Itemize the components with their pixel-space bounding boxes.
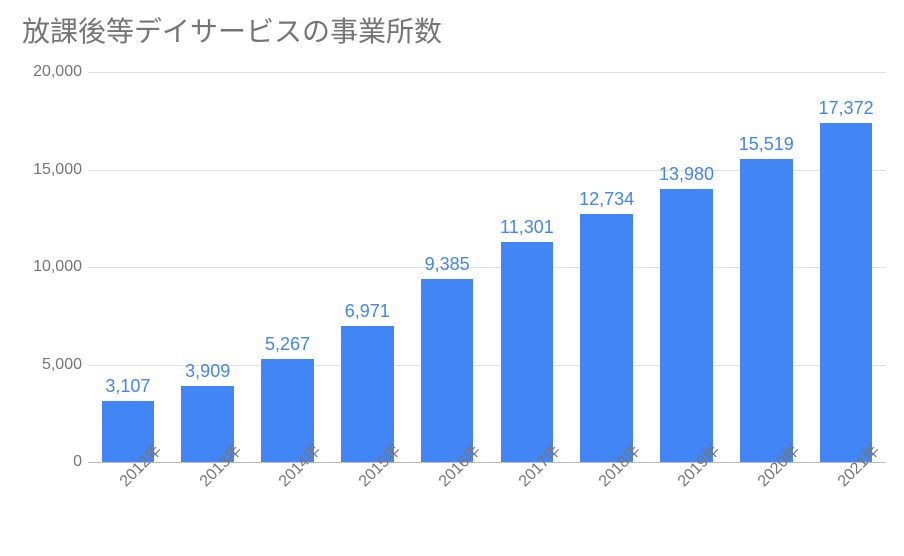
bar-slot: 17,372: [806, 72, 886, 462]
y-tick-label: 10,000: [12, 258, 82, 276]
x-label-slot: 2019年: [647, 466, 727, 546]
bar-slot: 11,301: [487, 72, 567, 462]
bar-slot: 12,734: [567, 72, 647, 462]
bar-value-label: 12,734: [579, 189, 634, 210]
bar-value-label: 6,971: [345, 301, 390, 322]
x-label-slot: 2018年: [567, 466, 647, 546]
bar-slot: 13,980: [647, 72, 727, 462]
bar: [820, 123, 873, 462]
bar-slot: 15,519: [726, 72, 806, 462]
bar-slot: 3,107: [88, 72, 168, 462]
x-label-slot: 2015年: [327, 466, 407, 546]
y-tick-label: 0: [12, 453, 82, 471]
bar-value-label: 5,267: [265, 334, 310, 355]
bar-value-label: 17,372: [819, 98, 874, 119]
x-label-slot: 2014年: [248, 466, 328, 546]
plot-area: 3,107 3,909 5,267 6,971 9,385 11,301 12,734 13,…: [88, 72, 886, 462]
bar-value-label: 11,301: [500, 217, 554, 238]
bar: [421, 279, 474, 462]
bar-value-label: 13,980: [659, 164, 714, 185]
x-label-slot: 2021年: [806, 466, 886, 546]
bar-value-label: 9,385: [425, 254, 470, 275]
bar: [660, 189, 713, 462]
x-label-slot: 2017年: [487, 466, 567, 546]
bars-container: 3,107 3,909 5,267 6,971 9,385 11,301 12,734 13,…: [88, 72, 886, 462]
bar: [740, 159, 793, 462]
bar: [501, 242, 554, 462]
bar-slot: 9,385: [407, 72, 487, 462]
bar: [580, 214, 633, 462]
bar-value-label: 15,519: [739, 134, 794, 155]
y-tick-label: 5,000: [12, 356, 82, 374]
y-tick-label: 15,000: [12, 161, 82, 179]
x-label-slot: 2020年: [726, 466, 806, 546]
x-label-slot: 2016年: [407, 466, 487, 546]
y-tick-label: 20,000: [12, 63, 82, 81]
bar-slot: 5,267: [248, 72, 328, 462]
bar-slot: 6,971: [327, 72, 407, 462]
bar-slot: 3,909: [168, 72, 248, 462]
x-axis-labels: 2012年2013年2014年2015年2016年2017年2018年2019年…: [88, 466, 886, 546]
bar-value-label: 3,909: [185, 361, 230, 382]
x-label-slot: 2013年: [168, 466, 248, 546]
x-label-slot: 2012年: [88, 466, 168, 546]
bar-value-label: 3,107: [105, 376, 150, 397]
chart-title: 放課後等デイサービスの事業所数: [22, 10, 442, 50]
